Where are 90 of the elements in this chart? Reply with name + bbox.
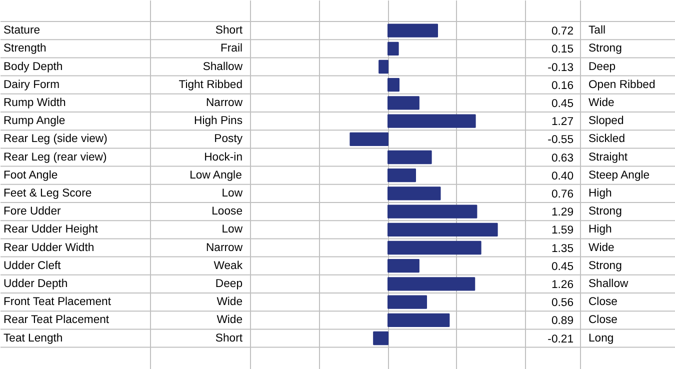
y-tick-label: Strength — [4, 42, 46, 55]
bar — [373, 331, 388, 346]
data-label: 1.35 — [551, 242, 574, 255]
text: Low — [222, 187, 244, 200]
y-tick-label: Fore Udder — [4, 206, 62, 218]
text: Posty — [214, 133, 243, 146]
bar — [378, 60, 388, 74]
y-tick-label: Body Depth — [4, 60, 63, 73]
y-tick-label: Stature — [4, 24, 40, 37]
text: Narrow — [206, 242, 244, 254]
text: Hock-in — [204, 151, 243, 164]
bar — [388, 114, 476, 128]
bar — [388, 150, 432, 164]
text: Strong — [588, 260, 622, 272]
bar — [350, 132, 388, 146]
text: Strong — [588, 206, 622, 218]
text: Sloped — [588, 115, 624, 128]
text: Loose — [212, 206, 243, 218]
text: Tight Ribbed — [178, 78, 243, 91]
y-tick-label: Rear Leg (side view) — [4, 133, 108, 146]
text: Long — [588, 332, 614, 344]
text: Shallow — [588, 278, 629, 290]
data-label: 0.72 — [551, 26, 574, 38]
data-label: -0.21 — [548, 333, 574, 346]
bar — [388, 42, 399, 56]
text: Strong — [588, 42, 622, 55]
text: Sickled — [588, 133, 626, 146]
text: Straight — [588, 151, 628, 164]
bar — [388, 277, 476, 291]
text: Weak — [214, 260, 243, 272]
text: Shallow — [202, 60, 244, 73]
text: Open Ribbed — [588, 78, 656, 91]
bar — [388, 96, 420, 110]
data-label: -0.55 — [548, 134, 574, 146]
text: Close — [588, 314, 618, 326]
data-label: -0.13 — [548, 62, 574, 74]
text: Short — [215, 332, 244, 344]
bar — [388, 240, 482, 255]
text: Close — [588, 296, 618, 308]
text: Short — [215, 24, 244, 37]
y-tick-label: Front Teat Placement — [4, 296, 112, 308]
y-tick-label: Rear Udder Width — [4, 242, 94, 254]
bar — [388, 222, 498, 236]
bar — [388, 204, 478, 218]
bar — [388, 186, 441, 200]
y-tick-label: Rear Leg (rear view) — [4, 151, 107, 164]
data-label: 1.27 — [551, 116, 574, 128]
data-label: 0.16 — [551, 80, 574, 92]
text: High — [588, 224, 612, 236]
text: Deep — [588, 60, 616, 73]
y-tick-label: Udder Depth — [4, 278, 68, 290]
text: Deep — [215, 278, 243, 290]
y-tick-label: Rear Teat Placement — [4, 314, 110, 326]
text: Tall — [588, 24, 606, 37]
y-tick-label: Foot Angle — [4, 169, 58, 182]
text: Narrow — [206, 96, 244, 109]
bar — [388, 168, 416, 182]
data-label: 0.45 — [551, 260, 574, 273]
text: Low Angle — [190, 169, 242, 182]
text: Steep Angle — [588, 169, 650, 182]
data-label: 1.26 — [551, 278, 574, 291]
y-tick-label: Rump Angle — [4, 115, 66, 128]
bar — [388, 259, 420, 273]
y-tick-label: Rear Udder Height — [4, 224, 99, 236]
data-label: 0.63 — [551, 152, 574, 164]
y-tick-label: Dairy Form — [4, 78, 60, 91]
y-tick-label: Udder Cleft — [4, 260, 62, 272]
text: Wide — [216, 296, 243, 308]
data-label: 0.15 — [551, 44, 574, 56]
text: Wide — [588, 96, 614, 109]
bar — [388, 313, 450, 327]
text: Frail — [220, 42, 243, 55]
data-label: 0.45 — [551, 98, 574, 110]
text: High Pins — [194, 115, 243, 128]
text: Wide — [588, 242, 614, 254]
text: High — [588, 187, 612, 200]
data-label: 0.89 — [551, 315, 574, 328]
text: Low — [222, 224, 244, 236]
bar — [388, 295, 427, 309]
data-label: 0.56 — [551, 297, 574, 310]
y-tick-label: Feet & Leg Score — [4, 187, 92, 200]
text: Wide — [216, 314, 243, 326]
data-label: 0.76 — [551, 188, 574, 200]
bar — [388, 24, 438, 38]
data-label: 0.40 — [551, 170, 574, 182]
bar — [388, 78, 400, 92]
y-tick-label: Teat Length — [4, 332, 63, 344]
data-label: 1.29 — [551, 206, 574, 219]
y-tick-label: Rump Width — [4, 96, 66, 109]
data-label: 1.59 — [551, 224, 574, 237]
